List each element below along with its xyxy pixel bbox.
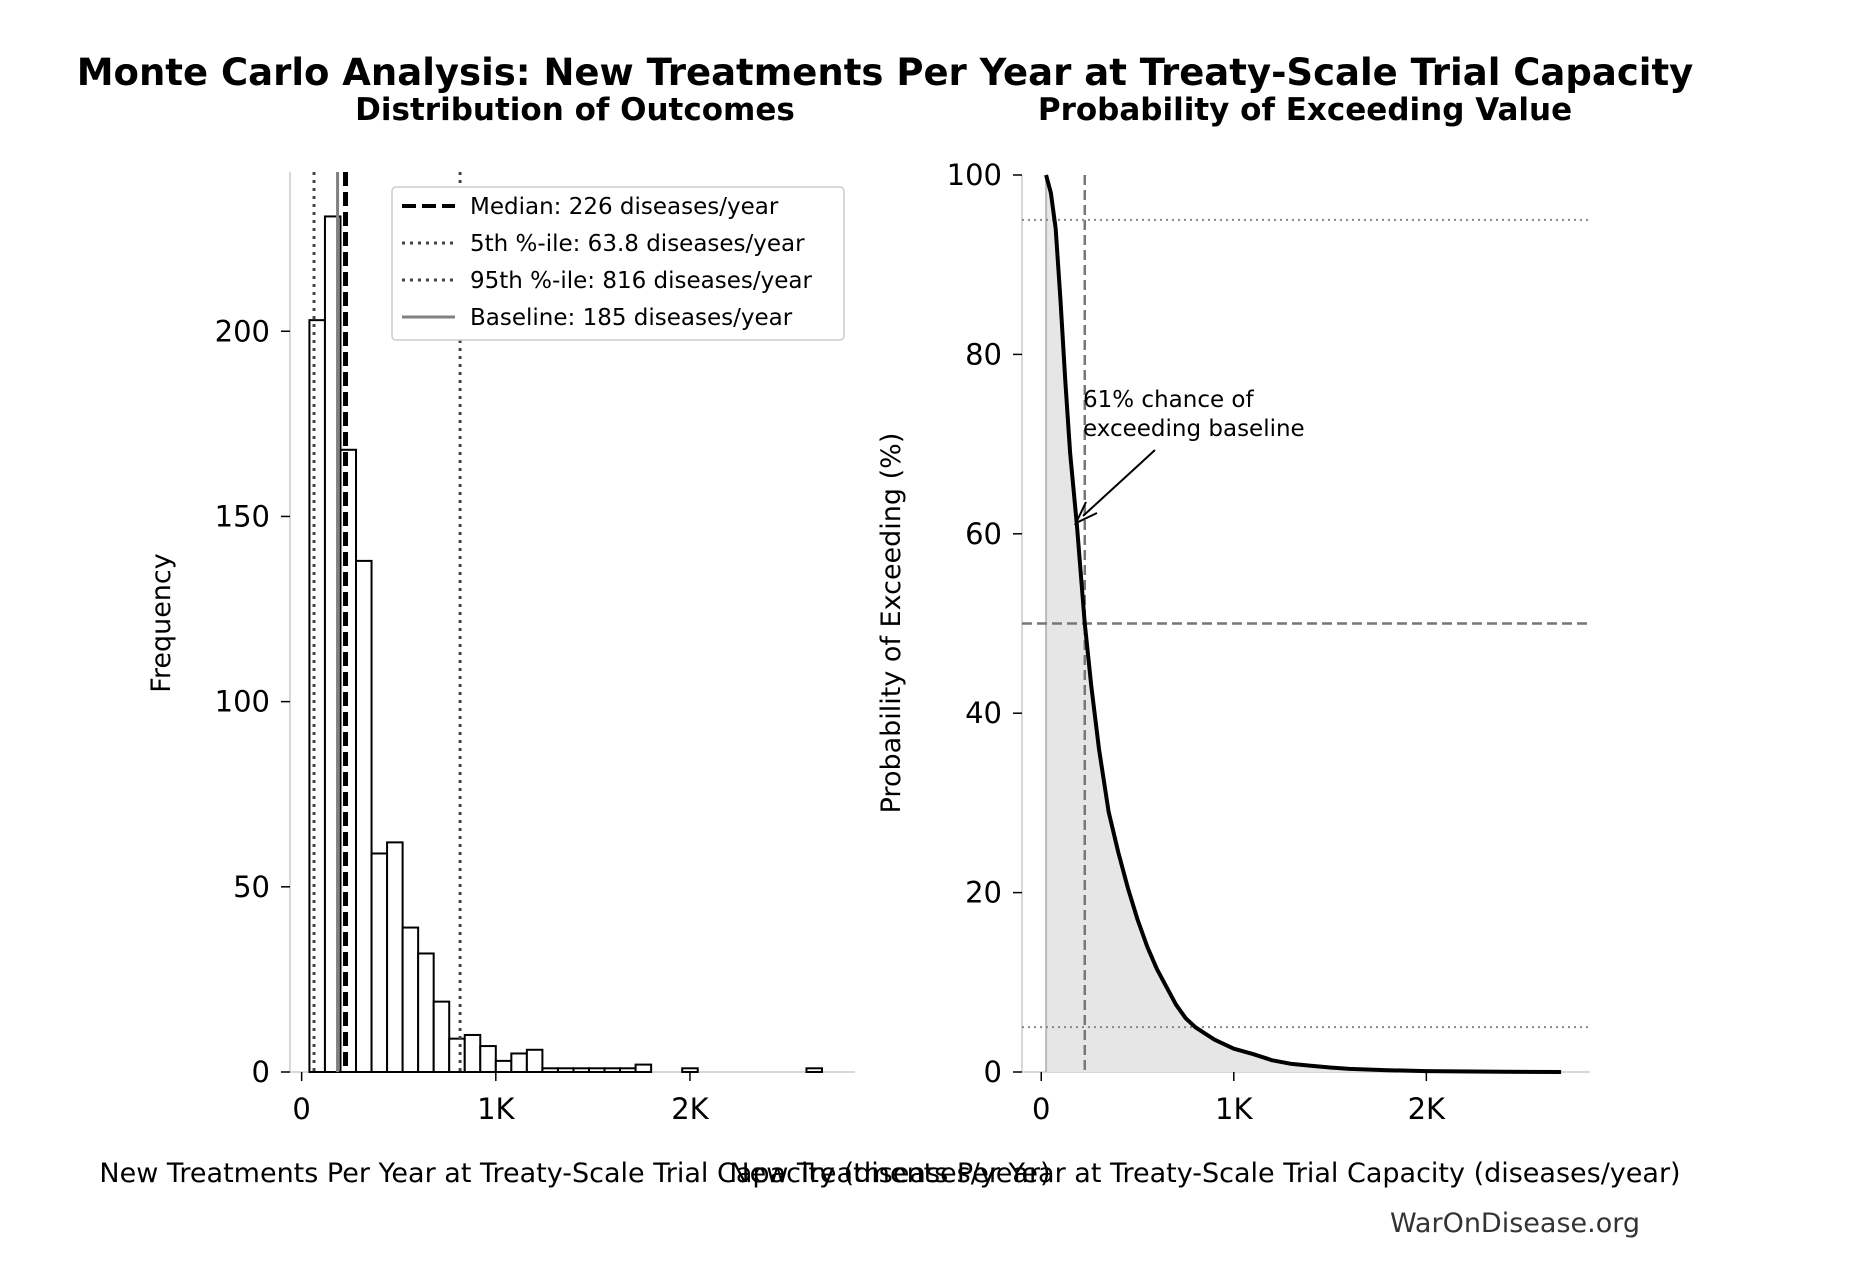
- exceedance-panel: Probability of Exceeding Value 0 20 40 60 80…: [729, 92, 1680, 1189]
- histogram-bar: [448, 1037, 466, 1073]
- histogram-legend: Median: 226 diseases/year 5th %-ile: 63.…: [391, 186, 845, 341]
- annotation-line-1: 61% chance of: [1083, 387, 1255, 413]
- histogram-bar: [619, 1067, 637, 1073]
- exceedance-y-tick-label: 20: [965, 876, 1002, 910]
- exceedance-title: Probability of Exceeding Value: [1038, 92, 1572, 128]
- legend-label-5th-percentile: 5th %-ile: 63.8 diseases/year: [470, 231, 805, 257]
- exceedance-x-axis-label: New Treatments Per Year at Treaty-Scale …: [729, 1158, 1680, 1189]
- legend-label-median: Median: 226 diseases/year: [470, 194, 779, 220]
- histogram-y-tick-label: 0: [252, 1055, 270, 1089]
- histogram-y-axis-label: Frequency: [146, 553, 177, 693]
- histogram-bar: [417, 952, 435, 1074]
- exceedance-y-tick-label: 80: [965, 337, 1002, 371]
- histogram-y-tick-label: 100: [215, 685, 270, 719]
- histogram-bar: [386, 841, 404, 1073]
- footer-credit: WarOnDisease.org: [1390, 1208, 1640, 1239]
- histogram-bar: [588, 1067, 606, 1073]
- histogram-x-tick-label: 1K: [477, 1092, 515, 1126]
- histogram-bar: [339, 448, 358, 1073]
- legend-frame: [391, 186, 845, 341]
- exceedance-y-tick-label: 60: [965, 517, 1002, 551]
- histogram-y-tick-label: 200: [215, 314, 270, 348]
- histogram-bar: [681, 1067, 699, 1073]
- histogram-bar: [355, 559, 373, 1074]
- legend-label-baseline: Baseline: 185 diseases/year: [470, 305, 793, 331]
- exceedance-y-axis-label: Probability of Exceeding (%): [876, 433, 907, 814]
- histogram-title: Distribution of Outcomes: [355, 92, 795, 128]
- histogram-y-tick-label: 50: [233, 870, 270, 904]
- exceedance-y-tick-label: 100: [947, 158, 1002, 192]
- histogram-bar: [479, 1045, 497, 1074]
- histogram-bar: [370, 852, 389, 1074]
- histogram-bar: [805, 1067, 823, 1073]
- histogram-bar: [432, 1000, 451, 1074]
- exceedance-axes: 0 20 40 60 80 100 0 1K 2K: [947, 158, 1590, 1126]
- histogram-bar: [603, 1067, 622, 1073]
- histogram-reference-lines: [312, 172, 462, 1072]
- exceedance-x-tick-label: 2K: [1408, 1092, 1446, 1126]
- exceedance-curve: [1044, 174, 1562, 1074]
- annotation-arrow: [1073, 449, 1156, 526]
- histogram-bar: [556, 1067, 575, 1073]
- histogram-bar: [541, 1067, 559, 1073]
- histogram-bar: [463, 1033, 482, 1074]
- exceedance-y-tick-label: 0: [984, 1055, 1002, 1089]
- histogram-x-tick-label: 2K: [671, 1092, 709, 1126]
- histogram-bar: [510, 1052, 528, 1073]
- exceedance-fill-area: [1046, 175, 1562, 1072]
- histogram-bar: [572, 1067, 591, 1073]
- figure-suptitle: Monte Carlo Analysis: New Treatments Per…: [77, 51, 1694, 94]
- histogram-bar: [494, 1059, 513, 1074]
- exceedance-x-tick-label: 1K: [1215, 1092, 1253, 1126]
- exceedance-plot: [1022, 174, 1590, 1074]
- exceedance-y-tick-label: 40: [965, 696, 1002, 730]
- histogram-bar: [308, 319, 326, 1074]
- legend-label-95th-percentile: 95th %-ile: 816 diseases/year: [470, 268, 812, 294]
- histogram-y-tick-label: 150: [215, 499, 270, 533]
- histogram-bars: [308, 215, 823, 1074]
- exceedance-x-tick-label: 0: [1032, 1092, 1050, 1126]
- histogram-x-tick-label: 0: [292, 1092, 310, 1126]
- histogram-bar: [634, 1063, 653, 1074]
- histogram-x-axis-label: New Treatments Per Year at Treaty-Scale …: [99, 1158, 1050, 1189]
- histogram-bar: [525, 1048, 544, 1074]
- histogram-axes: 0 50 100 150 200 0 1K 2K: [215, 172, 855, 1126]
- histogram-bar: [401, 926, 420, 1073]
- annotation-line-2: exceeding baseline: [1083, 416, 1305, 442]
